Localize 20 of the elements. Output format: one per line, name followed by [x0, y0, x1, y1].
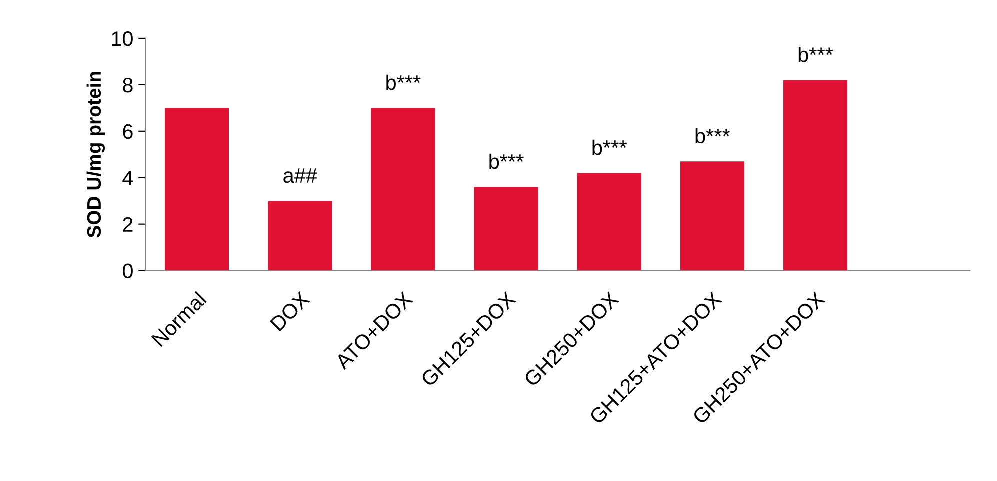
- y-tick-label: 10: [112, 31, 133, 46]
- y-tick-label: 6: [123, 124, 133, 140]
- bar: [784, 80, 848, 271]
- y-tick-label: 8: [123, 78, 133, 93]
- y-tick-label: 0: [122, 264, 133, 279]
- bar: [268, 201, 332, 271]
- annotation: b***: [798, 46, 834, 62]
- bar: [371, 108, 436, 271]
- annotation: b***: [386, 74, 421, 90]
- y-tick-label: 2: [123, 217, 133, 232]
- bar: [577, 173, 642, 271]
- annotation: b***: [592, 140, 627, 156]
- y-tick-label: 4: [122, 171, 134, 186]
- y-axis-title: SOD U/mg protein: [86, 72, 106, 238]
- annotation: a##: [284, 168, 318, 184]
- bar: [474, 187, 538, 271]
- annotation: b***: [696, 128, 730, 144]
- bar: [165, 108, 230, 271]
- bar: [680, 162, 744, 271]
- annotation: b***: [490, 154, 524, 170]
